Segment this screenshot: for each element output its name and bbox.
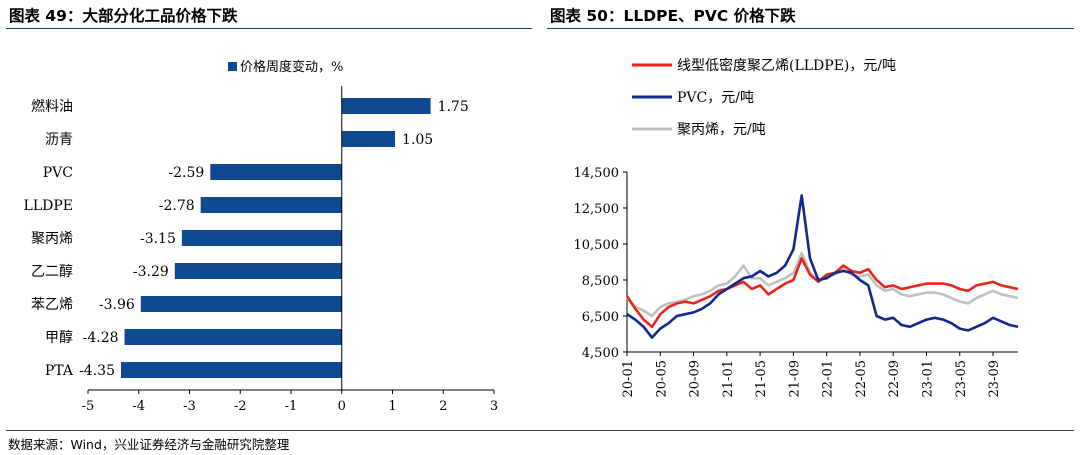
value-label: -3.29 [133, 264, 169, 280]
source-note: 数据来源：Wind，兴业证券经济与金融研究院整理 [8, 437, 290, 452]
bar-1 [341, 131, 396, 147]
category-label: 甲醇 [45, 329, 73, 346]
category-label: LLDPE [24, 198, 73, 214]
title-rule-left [6, 28, 532, 29]
figure-49-title: 图表 49：大部分化工品价格下跌 [9, 7, 238, 25]
series-line-0 [625, 257, 1019, 329]
category-label: 乙二醇 [31, 263, 73, 280]
x-tick-label: 23-05 [954, 360, 969, 397]
bar-5 [174, 263, 342, 279]
y-tick-label: 12,500 [574, 202, 620, 217]
x-tick-label: 2 [439, 399, 447, 414]
x-tick-label: 0 [338, 399, 346, 414]
x-tick-label: 21-09 [787, 360, 802, 397]
x-tick-label: 20-05 [654, 360, 669, 397]
x-tick-label: -4 [132, 399, 145, 414]
x-tick-label: -3 [183, 399, 196, 414]
value-label: -4.35 [79, 363, 115, 379]
category-label: 苯乙烯 [31, 296, 73, 313]
legend-label: 线型低密度聚乙烯(LLDPE)，元/吨 [677, 57, 896, 74]
x-tick-label: 21-01 [721, 360, 736, 397]
value-label: -2.59 [168, 165, 204, 181]
legend-label: PVC，元/吨 [677, 90, 754, 106]
x-tick-label: 20-01 [621, 360, 636, 397]
x-tick-label: 22-09 [887, 360, 902, 397]
legend-label: 价格周度变动，% [240, 59, 343, 75]
title-rule-right [547, 28, 1074, 29]
bar-2 [210, 164, 342, 180]
x-tick-label: -5 [82, 399, 95, 414]
x-tick-label: 22-05 [854, 360, 869, 397]
value-label: -2.78 [159, 198, 195, 214]
x-tick-label: -1 [285, 399, 298, 414]
bar-chart: 价格周度变动，% 燃料油 1.75 沥青 1.05 PVC -2.59 LLDPE -2.78 聚… [24, 59, 499, 414]
bar-3 [200, 197, 342, 213]
series-line-2 [626, 251, 1019, 318]
y-tick-label: 6,500 [582, 310, 619, 325]
value-label: -4.28 [83, 330, 119, 346]
x-tick-label: 20-09 [688, 360, 703, 397]
x-tick-label: -2 [234, 399, 247, 414]
category-label: PVC [43, 165, 73, 181]
series-line-1 [626, 194, 1019, 339]
bar-8 [120, 362, 342, 378]
x-tick-label: 21-05 [754, 360, 769, 397]
category-label: 沥青 [45, 132, 73, 148]
value-label: -3.15 [140, 231, 176, 247]
x-tick-label: 22-01 [821, 360, 836, 397]
legend-label: 聚丙烯，元/吨 [677, 122, 766, 138]
category-label: 聚丙烯 [31, 231, 73, 247]
y-tick-label: 4,500 [582, 346, 619, 361]
category-label: PTA [45, 363, 74, 379]
y-tick-label: 10,500 [574, 238, 620, 253]
y-tick-label: 8,500 [582, 274, 619, 289]
bar-7 [124, 329, 342, 345]
x-tick-label: 1 [388, 399, 396, 414]
category-label: 燃料油 [31, 98, 73, 115]
x-tick-label: 23-09 [987, 360, 1002, 397]
value-label: 1.75 [438, 99, 469, 115]
x-tick-label: 3 [490, 399, 498, 414]
x-tick-label: 23-01 [920, 360, 935, 397]
bottom-rule [6, 430, 1074, 431]
bar-4 [181, 230, 342, 246]
bar-6 [140, 296, 342, 312]
y-tick-label: 14,500 [574, 166, 620, 181]
legend-swatch [228, 62, 237, 71]
value-label: -3.96 [99, 297, 135, 313]
value-label: 1.05 [402, 132, 433, 148]
figure-50-title: 图表 50：LLDPE、PVC 价格下跌 [550, 7, 796, 25]
bar-0 [341, 98, 431, 114]
